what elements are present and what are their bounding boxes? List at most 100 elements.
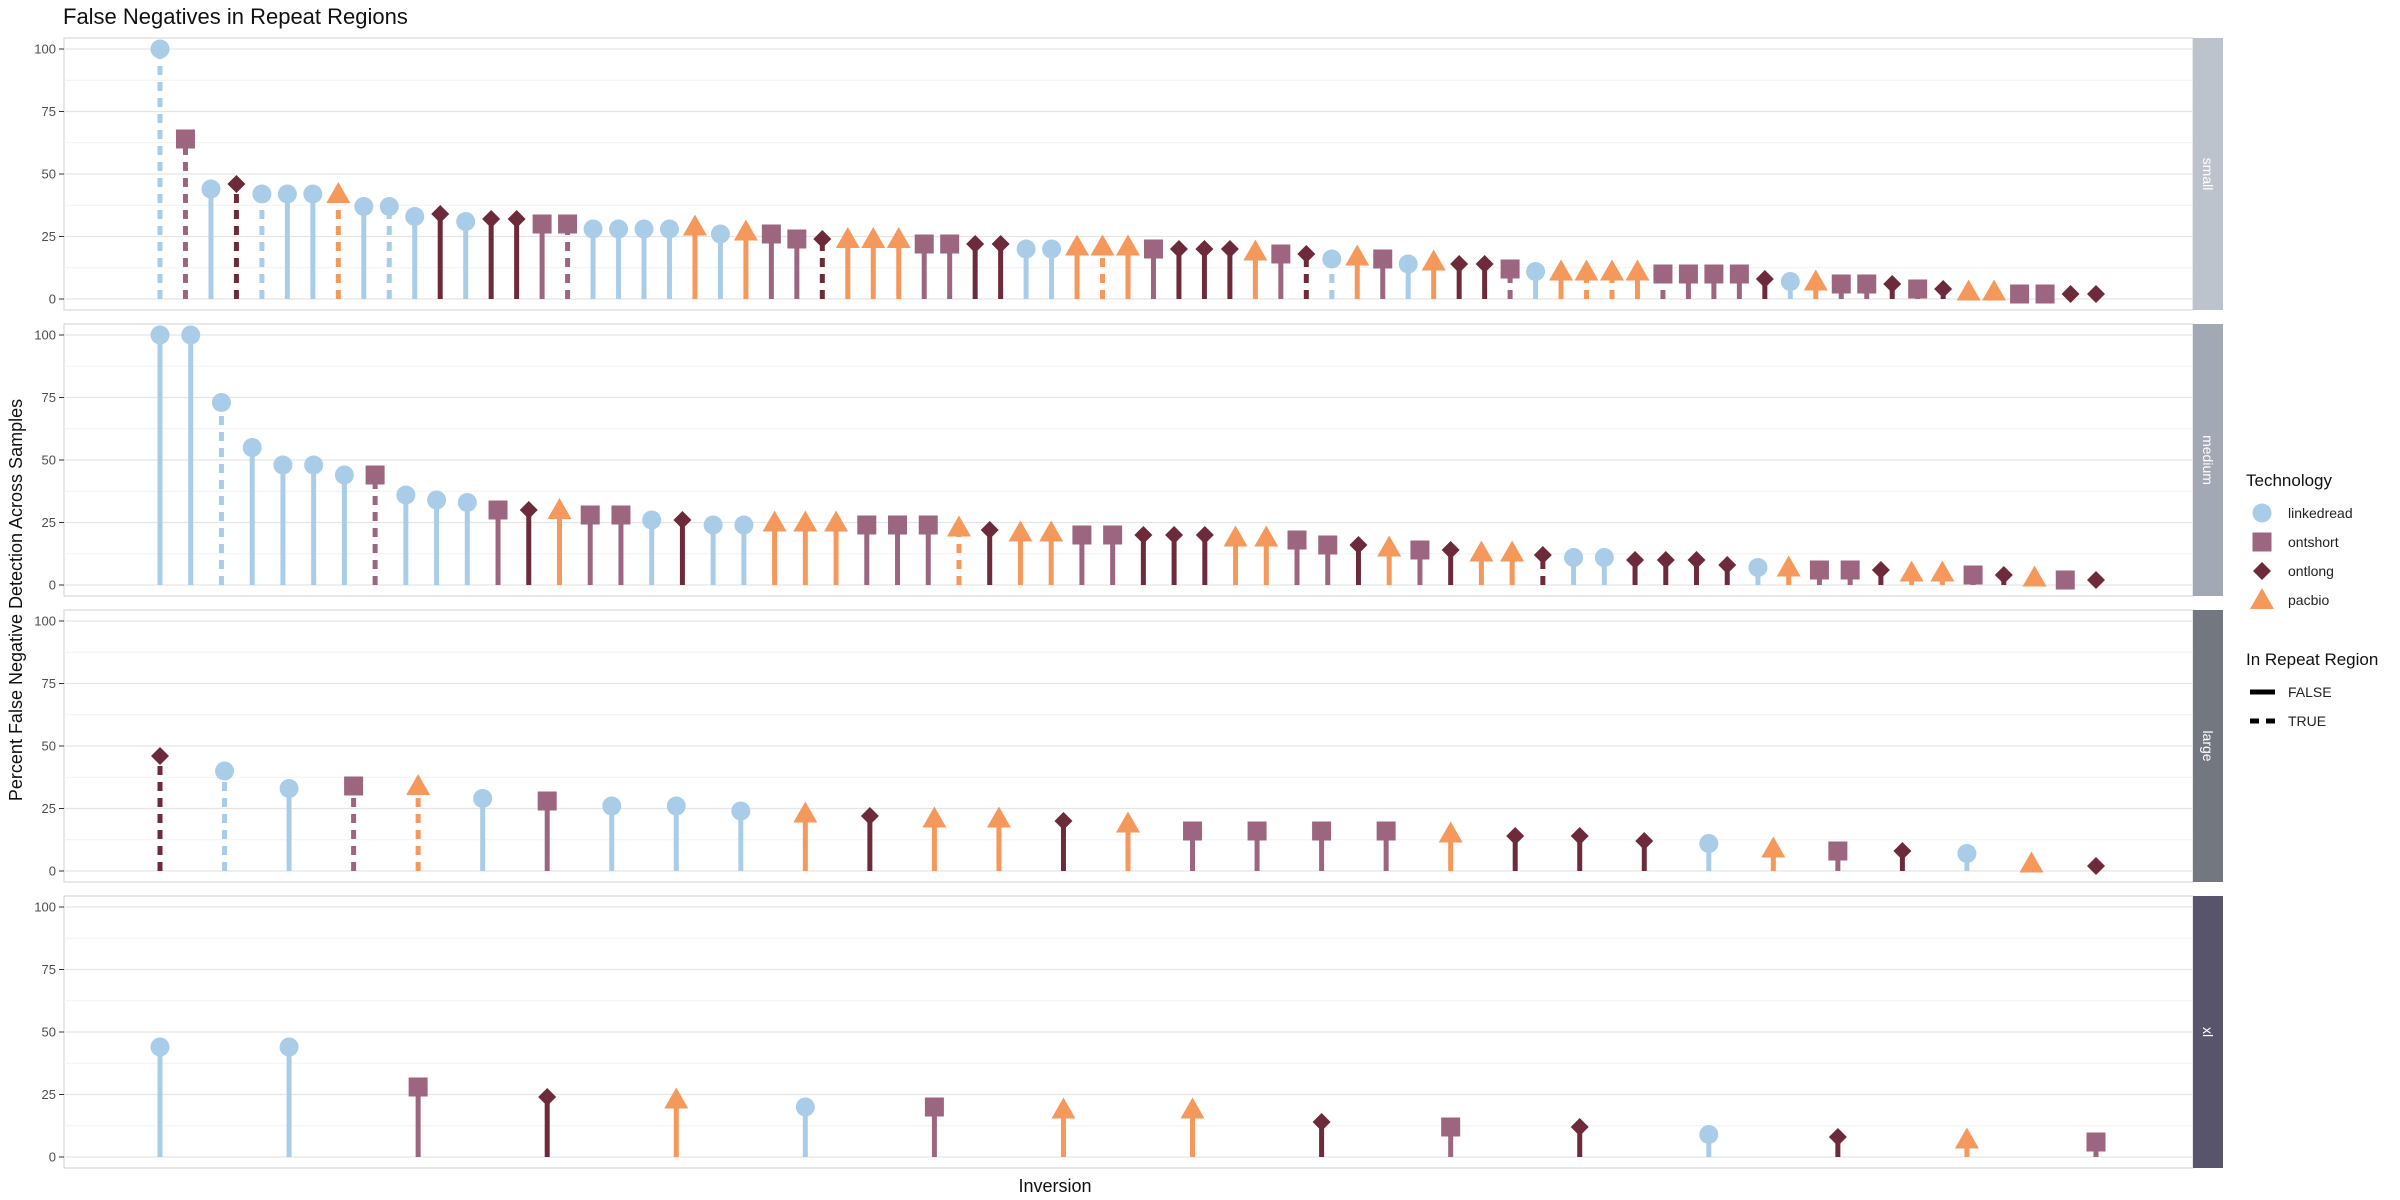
panel-small: 0 25 50 75 100 small	[34, 37, 2223, 311]
panel-medium: 0 25 50 75 100 medium	[34, 323, 2223, 597]
lollipop-point-ontshort	[857, 515, 877, 535]
chart-title: False Negatives in Repeat Regions	[63, 4, 408, 29]
lollipop-point-ontlong	[991, 235, 1010, 253]
lollipop-point-ontshort	[365, 465, 385, 485]
lollipop-point-ontlong	[2061, 285, 2080, 303]
lollipop-point-ontshort	[1271, 244, 1291, 264]
lollipop-point-ontshort	[1247, 821, 1267, 841]
lollipop-point-ontlong	[1441, 541, 1460, 559]
lollipop-point-ontlong	[507, 210, 526, 228]
lollipop-point-ontshort	[918, 515, 938, 535]
lollipop-point-ontlong	[1533, 546, 1552, 564]
lollipop-point-ontlong	[151, 747, 169, 765]
lollipop-point-ontshort	[1410, 540, 1430, 560]
lollipop-point-linkedread	[1957, 844, 1977, 863]
lollipop-point-ontlong	[1349, 536, 1368, 554]
lollipop-point-linkedread	[279, 1037, 299, 1057]
lollipop-point-ontshort	[1678, 264, 1698, 284]
lollipop-point-pacbio	[1116, 234, 1140, 256]
lollipop-point-ontlong	[813, 230, 832, 248]
lollipop-point-linkedread	[334, 465, 354, 485]
lollipop-point-ontshort	[488, 500, 508, 520]
lollipop-point-ontlong	[1169, 240, 1188, 258]
lollipop-point-linkedread	[734, 515, 754, 535]
lollipop-point-pacbio	[986, 806, 1011, 828]
lollipop-point-ontshort	[1908, 279, 1928, 299]
lollipop-point-ontlong	[431, 205, 450, 223]
y-tick-label: 100	[34, 614, 56, 629]
lollipop-point-ontlong	[966, 235, 985, 253]
lollipop-point-ontshort	[611, 505, 631, 525]
facet-strip-medium	[2193, 324, 2223, 596]
lollipop-point-pacbio	[2019, 851, 2044, 873]
lollipop-point-ontshort	[580, 505, 600, 525]
lollipop-point-ontlong	[1893, 842, 1912, 860]
lollipop-point-ontshort	[1500, 259, 1520, 279]
lollipop-point-pacbio	[1039, 520, 1064, 542]
lollipop-point-linkedread	[1322, 249, 1342, 269]
lollipop-point-ontlong	[519, 501, 538, 519]
lollipop-point-ontlong	[2087, 571, 2105, 589]
lollipop-point-ontlong	[860, 807, 879, 825]
facet-strip-label: large	[2200, 730, 2216, 761]
y-tick-label: 75	[42, 962, 56, 977]
legend-technology-entries: linkedread ontshort ontlong pacbio	[2250, 503, 2353, 609]
y-axis-title: Percent False Negative Detection Across …	[6, 399, 26, 801]
lollipop-point-pacbio	[835, 227, 860, 248]
lollipop-point-linkedread	[303, 184, 323, 204]
lollipop-point-ontshort	[924, 1097, 944, 1117]
lollipop-point-ontlong	[1195, 526, 1214, 544]
lollipop-point-linkedread	[731, 801, 751, 821]
facet-strip-label: small	[2200, 158, 2216, 191]
lollipop-point-ontlong	[980, 521, 999, 539]
legend-repeat-entries: FALSE TRUE	[2250, 684, 2332, 729]
lollipop-point-ontlong	[1165, 526, 1184, 544]
lollipop-point-pacbio	[793, 801, 818, 823]
y-tick-label: 50	[42, 1025, 56, 1040]
lollipop-point-ontshort	[1376, 821, 1396, 841]
legend-label-ontlong: ontlong	[2288, 563, 2334, 579]
lollipop-point-pacbio	[824, 510, 849, 532]
lollipop-point-linkedread	[405, 207, 425, 226]
lollipop-point-linkedread	[427, 490, 447, 510]
lollipop-point-ontshort	[175, 129, 195, 149]
lollipop-point-pacbio	[1500, 540, 1525, 562]
lollipop-point-pacbio	[1469, 540, 1494, 562]
lollipop-point-linkedread	[379, 197, 399, 216]
lollipop-point-pacbio	[1051, 1097, 1076, 1119]
lollipop-point-pacbio	[682, 214, 707, 236]
lollipop-point-ontshort	[2010, 284, 2030, 304]
lollipop-point-linkedread	[659, 219, 679, 239]
lollipop-point-pacbio	[1180, 1097, 1205, 1119]
lollipop-point-pacbio	[1090, 234, 1115, 256]
lollipop-point-ontshort	[1831, 274, 1851, 294]
lollipop-point-pacbio	[1243, 239, 1268, 261]
lollipop-point-pacbio	[2022, 565, 2047, 587]
lollipop-point-pacbio	[886, 227, 911, 248]
lollipop-point-ontlong	[1934, 280, 1953, 298]
lollipop-point-linkedread	[150, 325, 170, 345]
lollipop-point-linkedread	[1016, 239, 1036, 259]
y-tick-label: 0	[49, 864, 56, 879]
legend-label-linkedread: linkedread	[2288, 505, 2353, 521]
lollipop-point-ontlong	[2087, 857, 2105, 875]
lollipop-point-ontlong	[482, 210, 501, 228]
lollipop-point-ontlong	[1450, 255, 1469, 273]
lollipop-point-pacbio	[1574, 259, 1599, 281]
lollipop-point-pacbio	[1600, 259, 1624, 281]
lollipop-point-ontlong	[227, 175, 246, 193]
lollipop-point-pacbio	[1008, 520, 1033, 542]
lollipop-point-ontshort	[1704, 264, 1724, 284]
y-tick-label: 50	[42, 739, 56, 754]
facet-strip-label: xl	[2200, 1027, 2216, 1037]
lollipop-point-ontshort	[888, 515, 908, 535]
lollipop-point-ontlong	[1570, 827, 1589, 845]
lollipop-point-linkedread	[1699, 1125, 1719, 1144]
lollipop-point-pacbio	[1254, 525, 1279, 547]
lollipop-point-pacbio	[1223, 525, 1248, 547]
lollipop-point-linkedread	[252, 184, 272, 204]
lollipop-point-linkedread	[1526, 262, 1546, 281]
lollipop-point-linkedread	[642, 510, 662, 530]
lollipop-point-pacbio	[1956, 279, 1981, 301]
lollipop-point-pacbio	[1899, 560, 1924, 582]
